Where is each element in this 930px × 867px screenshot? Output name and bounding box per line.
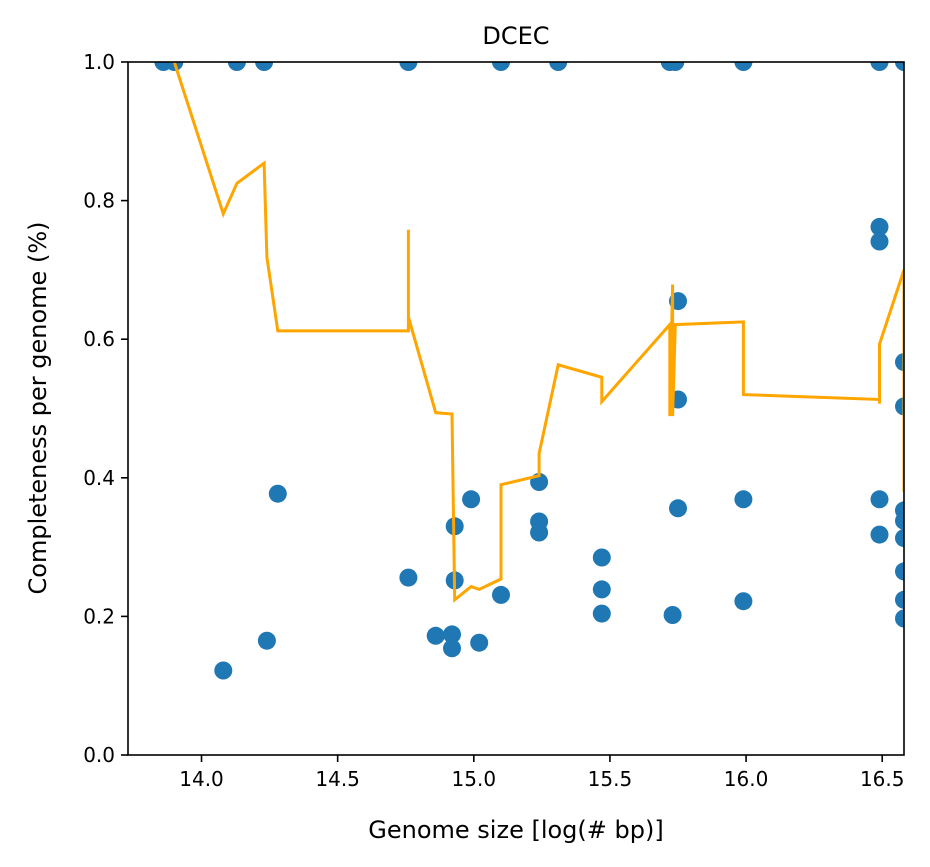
scatter-point xyxy=(734,490,753,509)
x-tick-label: 16.0 xyxy=(724,767,769,791)
scatter-point xyxy=(214,661,233,680)
scatter-point xyxy=(734,62,753,71)
scatter-point xyxy=(870,217,889,236)
scatter-point xyxy=(492,585,510,604)
scatter-point xyxy=(255,62,274,71)
scatter-point xyxy=(426,626,445,645)
chart-title: DCEC xyxy=(482,22,549,50)
y-tick-label: 0.0 xyxy=(83,743,115,767)
y-tick-label: 0.8 xyxy=(83,189,115,213)
scatter-point xyxy=(666,62,685,71)
axes-frame xyxy=(127,61,905,756)
y-tick-label: 1.0 xyxy=(83,50,115,74)
scatter-point xyxy=(443,625,461,644)
scatter-point xyxy=(549,62,568,71)
scatter-point xyxy=(462,490,481,509)
scatter-point xyxy=(895,62,904,71)
x-axis-label: Genome size [log(# bp)] xyxy=(368,816,663,844)
scatter-point xyxy=(257,631,276,650)
scatter-point xyxy=(592,580,611,599)
axes: 14.0 14.5 15.0 15.5 16.0 16.5 0.0 0.2 0.4 0.6 0.8 1… xyxy=(83,50,905,791)
trend-line xyxy=(172,62,904,603)
y-axis-label: Completeness per genome (%) xyxy=(24,222,52,595)
scatter-point xyxy=(530,523,549,542)
x-tick-label: 15.0 xyxy=(452,767,497,791)
scatter-point xyxy=(895,609,904,628)
scatter-point xyxy=(870,232,889,251)
scatter-point xyxy=(399,568,418,587)
scatter-point xyxy=(895,529,904,548)
x-tick-label: 16.5 xyxy=(860,767,905,791)
scatter-point xyxy=(268,484,287,503)
scatter-point xyxy=(734,592,753,611)
x-tick-label: 14.5 xyxy=(315,767,360,791)
scatter-point xyxy=(663,606,682,624)
scatter-point xyxy=(870,490,889,509)
x-tick-label: 15.5 xyxy=(588,767,633,791)
scatter-point xyxy=(470,633,489,652)
scatter-point xyxy=(669,499,687,518)
y-tick-label: 0.6 xyxy=(83,327,115,351)
scatter-point xyxy=(592,548,611,567)
scatter-point xyxy=(492,62,510,71)
scatter-point xyxy=(443,639,461,658)
y-tick-label: 0.4 xyxy=(83,466,115,490)
scatter-point xyxy=(870,525,889,544)
scatter-point xyxy=(399,62,418,71)
x-tick-label: 14.0 xyxy=(179,767,224,791)
scatter-point xyxy=(895,511,904,530)
scatter-point xyxy=(870,62,889,71)
scatter-point xyxy=(592,604,611,623)
scatter-point xyxy=(895,397,904,416)
scatter-point xyxy=(227,62,246,71)
plot-area xyxy=(154,62,904,680)
y-tick-label: 0.2 xyxy=(83,604,115,628)
scatter-point xyxy=(895,353,904,372)
scatter-point xyxy=(895,562,904,581)
scatter-point xyxy=(895,590,904,609)
